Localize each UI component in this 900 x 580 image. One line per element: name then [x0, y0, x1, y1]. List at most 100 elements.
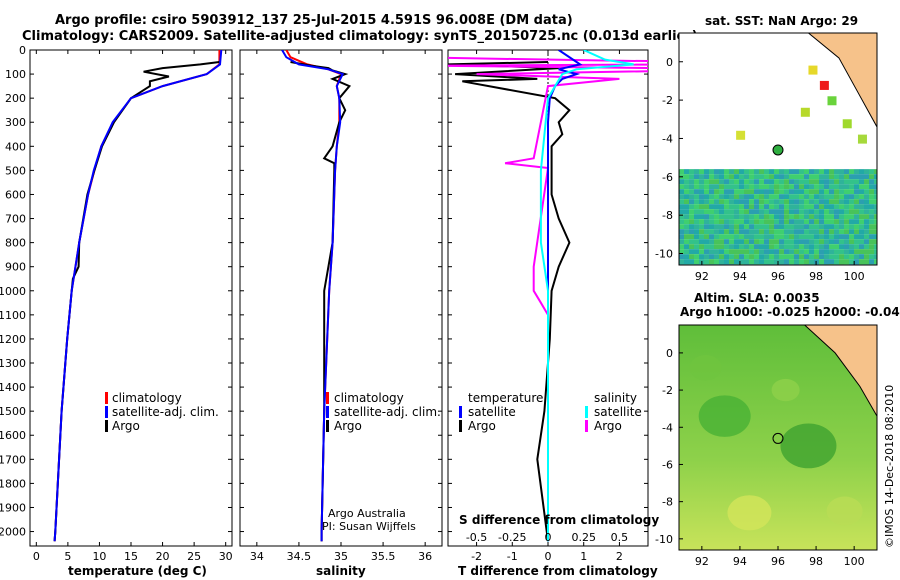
- sst-cell: [859, 229, 864, 235]
- sst-cell: [829, 209, 834, 215]
- sst-cell: [679, 184, 684, 190]
- y-tick-label: 700: [5, 213, 26, 226]
- sst-cell: [789, 169, 794, 175]
- sst-cell: [784, 179, 789, 185]
- sst-cell: [719, 249, 724, 255]
- sst-cell: [799, 244, 804, 250]
- sst-cell: [864, 199, 869, 205]
- sst-cell: [724, 209, 729, 215]
- sst-cell: [849, 234, 854, 240]
- y-tick-label: 200: [5, 92, 26, 105]
- sst-cell: [874, 184, 877, 190]
- sst-cell: [719, 189, 724, 195]
- sst-cell: [759, 209, 764, 215]
- sst-cell: [779, 199, 784, 205]
- sst-cell: [809, 189, 814, 195]
- sst-cell: [709, 229, 714, 235]
- sst-cell: [864, 259, 869, 265]
- sst-cell: [874, 239, 877, 245]
- sst-cell: [714, 209, 719, 215]
- sst-cell: [774, 204, 779, 210]
- sst-cell: [739, 239, 744, 245]
- x-tick-label: 36: [418, 550, 432, 563]
- sst-cell: [844, 239, 849, 245]
- sst-cell: [684, 259, 689, 265]
- sst-cell: [859, 254, 864, 260]
- sst-cell: [799, 234, 804, 240]
- sst-cell: [724, 169, 729, 175]
- sst-cell: [734, 204, 739, 210]
- sst-cell: [779, 229, 784, 235]
- sst-cell: [804, 209, 809, 215]
- sst-cell: [729, 239, 734, 245]
- sst-cell: [714, 254, 719, 260]
- sst-cell: [814, 194, 819, 200]
- sst-cell: [704, 229, 709, 235]
- sst-cell: [699, 214, 704, 220]
- sst-cell: [779, 174, 784, 180]
- sst-cell: [749, 189, 754, 195]
- sst-cell: [789, 239, 794, 245]
- sst-cell: [844, 254, 849, 260]
- legend-swatch-s-argo: [585, 420, 588, 432]
- sst-cell: [729, 219, 734, 225]
- sst-cell: [784, 189, 789, 195]
- salinity-legend: climatology satellite-adj. clim. Argo Ar…: [322, 391, 441, 533]
- sst-cell: [729, 234, 734, 240]
- sst-cell: [859, 239, 864, 245]
- sst-cell: [749, 194, 754, 200]
- sst-cell: [849, 199, 854, 205]
- sst-cell: [704, 219, 709, 225]
- x-axis: 0 5 10 15 20 25 30: [33, 50, 233, 563]
- temperature-panel: 0100200300400500600700800900100011001200…: [0, 44, 233, 563]
- sst-cell: [764, 214, 769, 220]
- sst-cell: [744, 184, 749, 190]
- sst-cell: [829, 179, 834, 185]
- sst-cell: [809, 254, 814, 260]
- sst-cell: [844, 219, 849, 225]
- sst-cell: [744, 194, 749, 200]
- sst-cell: [684, 239, 689, 245]
- sst-cell: [849, 229, 854, 235]
- sst-cell: [789, 179, 794, 185]
- series-line-t-argo: [448, 61, 571, 542]
- sst-cell: [724, 174, 729, 180]
- sst-cell: [684, 179, 689, 185]
- sst-cell: [799, 179, 804, 185]
- sst-cell: [789, 204, 794, 210]
- sst-cell: [744, 254, 749, 260]
- sst-cell: [869, 224, 874, 230]
- sst-cell: [774, 184, 779, 190]
- plot-frame: [239, 49, 443, 547]
- sst-cell: [849, 259, 854, 265]
- sst-cell: [789, 189, 794, 195]
- sst-cell: [739, 224, 744, 230]
- sst-cell: [804, 234, 809, 240]
- sst-cell: [794, 219, 799, 225]
- sst-cell: [784, 259, 789, 265]
- sst-cell: [749, 219, 754, 225]
- sst-cell: [824, 259, 829, 265]
- sst-cell: [824, 204, 829, 210]
- sst-cell: [789, 184, 794, 190]
- sst-cell: [714, 179, 719, 185]
- sst-cell: [839, 249, 844, 255]
- sla-field: [679, 325, 877, 550]
- sst-cell: [849, 224, 854, 230]
- lat-tick-label: 0: [666, 347, 673, 360]
- sst-cell: [859, 234, 864, 240]
- sst-cell: [874, 224, 877, 230]
- sst-cell: [719, 214, 724, 220]
- sst-cell: [739, 249, 744, 255]
- sst-cell: [799, 239, 804, 245]
- legend-swatch-satellite: [326, 406, 329, 418]
- sst-cell: [719, 169, 724, 175]
- sst-cell: [824, 194, 829, 200]
- sst-cell: [779, 209, 784, 215]
- sst-cell: [874, 209, 877, 215]
- sst-cell: [764, 244, 769, 250]
- sst-cell: [729, 204, 734, 210]
- sst-cell: [789, 229, 794, 235]
- sst-cell: [859, 219, 864, 225]
